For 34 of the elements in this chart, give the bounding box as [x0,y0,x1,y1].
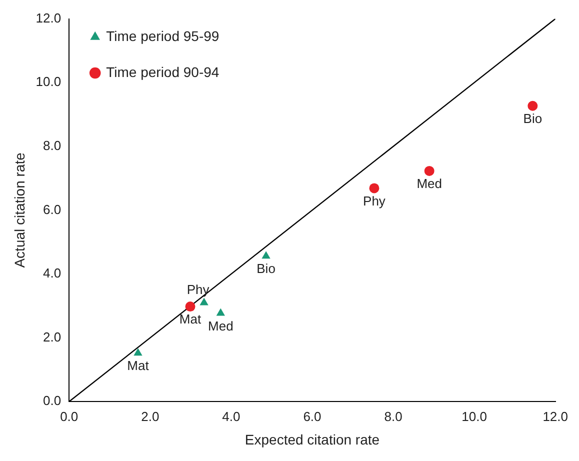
annotation: Bio [523,110,542,126]
y-tick-label: 0.0 [43,393,62,408]
annotation: Med [416,176,442,192]
y-tick-label: 2.0 [43,329,62,344]
y-tick-label: 12.0 [36,10,62,26]
y-tick-label: 4.0 [43,266,62,281]
annotation: Phy [186,282,210,297]
point [262,251,270,259]
point [369,183,380,194]
legend-label: Time period 90-94 [106,64,220,80]
annotation: Mat [127,358,150,374]
x-tick-label: 2.0 [141,408,160,424]
y-tick-label: 8.0 [43,138,62,153]
x-axis-title: Expected citation rate [244,431,380,448]
annotation: Phy [363,193,386,208]
annotation: Med [208,318,234,334]
y-tick-label: 6.0 [43,202,62,217]
point [216,308,225,316]
x-tick-label: 8.0 [384,408,402,424]
legend-label: Time period 95-99 [106,28,220,44]
annotation: Bio [256,261,276,276]
x-tick-label: 0.0 [60,408,78,424]
point [185,302,196,312]
point [424,166,434,176]
y-axis-title: Actual citation rate [11,152,28,268]
x-tick-label: 10.0 [462,408,487,424]
annotation: Mat [179,312,202,327]
y-tick-label: 10.0 [36,74,62,90]
x-tick-label: 4.0 [222,408,240,424]
point [200,298,208,306]
x-tick-label: 12.0 [542,408,568,424]
point [134,348,142,356]
x-tick-label: 6.0 [303,408,322,424]
point [528,100,538,111]
